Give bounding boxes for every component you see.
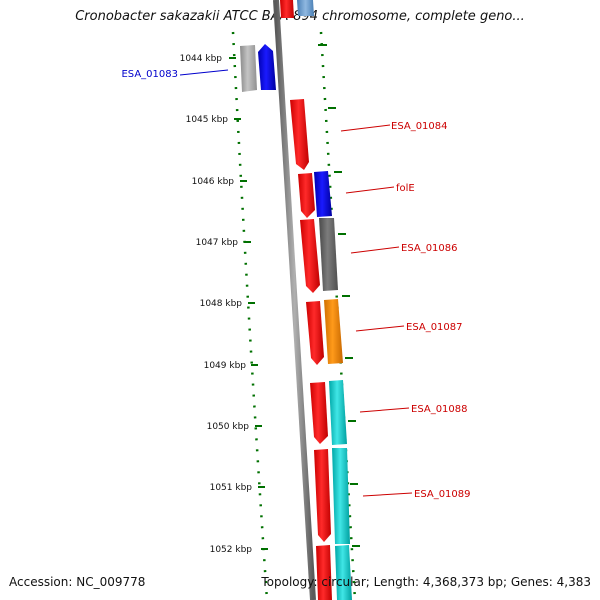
leader-esa01083	[179, 69, 229, 76]
tick-label-1046: 1046 kbp	[192, 177, 235, 187]
gene-esa01089[interactable]	[332, 448, 350, 544]
tick-label-1049: 1049 kbp	[204, 361, 247, 371]
gene-folE-red[interactable]	[298, 173, 315, 218]
gene-label-esa01088[interactable]: ESA_01088	[411, 404, 468, 415]
gene-label-esa01084[interactable]: ESA_01084	[391, 121, 448, 132]
gene-label-esa01083[interactable]: ESA_01083	[121, 69, 178, 80]
tick-label-1048: 1048 kbp	[200, 299, 243, 309]
tick-label-1045: 1045 kbp	[186, 115, 229, 125]
gene-folE[interactable]	[314, 171, 332, 217]
gene-label-esa01086[interactable]: ESA_01086	[401, 243, 458, 254]
map-title: Cronobacter sakazakii ATCC BAA-894 chrom…	[75, 9, 525, 24]
gene-esa01088[interactable]	[329, 380, 347, 445]
gene-bottom-teal-partial[interactable]	[335, 545, 352, 600]
tick-label-1047: 1047 kbp	[196, 238, 239, 248]
genome-backbone	[273, 0, 316, 600]
tick-label-1052: 1052 kbp	[210, 545, 253, 555]
kbp-axis: 1044 kbp 1045 kbp 1046 kbp 1047 kbp 1048…	[180, 44, 360, 555]
gene-esa01087[interactable]	[324, 299, 343, 364]
gene-label-esa01087[interactable]: ESA_01087	[406, 322, 463, 333]
gene-esa01086[interactable]	[319, 218, 338, 291]
accession-text: Accession: NC_009778	[9, 575, 146, 589]
gene-esa01087-red[interactable]	[306, 301, 324, 365]
genome-summary-text: Topology: circular; Length: 4,368,373 bp…	[261, 575, 591, 589]
leader-esa01086	[350, 246, 400, 254]
leader-esa01084	[340, 124, 391, 132]
gene-esa01089-red[interactable]	[314, 449, 331, 542]
tick-label-1051: 1051 kbp	[210, 483, 253, 493]
gene-esa01083[interactable]	[258, 44, 276, 90]
gene-bottom-red-partial[interactable]	[316, 545, 332, 600]
gene-track	[240, 0, 352, 600]
gene-top-red-partial[interactable]	[280, 0, 294, 18]
gene-esa01084[interactable]	[290, 99, 309, 170]
gene-label-folE[interactable]: folE	[396, 183, 415, 194]
leader-esa01087	[355, 325, 405, 332]
tick-label-1050: 1050 kbp	[207, 422, 250, 432]
inner-scale-arc	[231, 31, 269, 600]
gene-top-blue-partial[interactable]	[297, 0, 314, 16]
gene-label-esa01089[interactable]: ESA_01089	[414, 489, 471, 500]
gene-esa01088-red[interactable]	[310, 382, 328, 444]
leader-esa01088	[359, 407, 410, 413]
gene-esa01086-red[interactable]	[300, 219, 320, 293]
leader-esa01089	[362, 492, 413, 497]
leader-folE	[345, 186, 395, 194]
tick-label-1044: 1044 kbp	[180, 54, 223, 64]
gene-esa01083-gray[interactable]	[240, 45, 257, 92]
